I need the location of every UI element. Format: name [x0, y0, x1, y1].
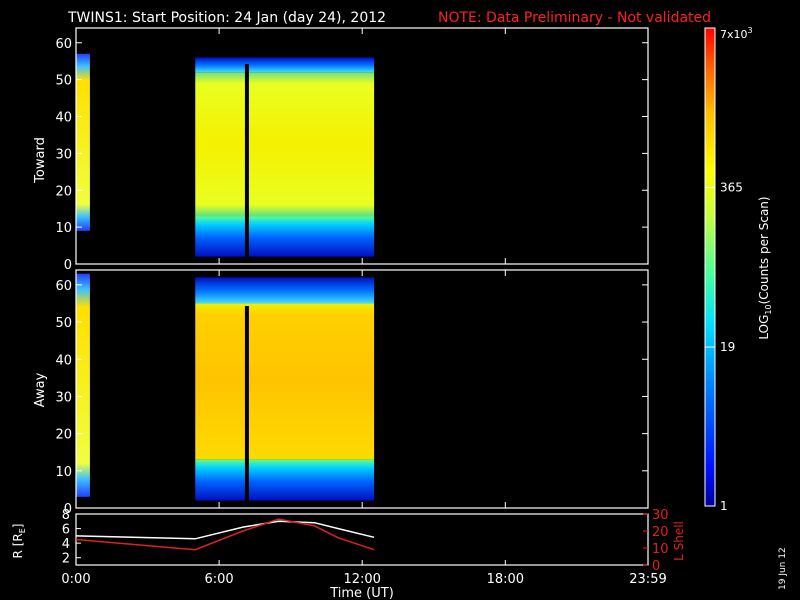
toward-ytick-label: 60: [55, 37, 72, 52]
toward-ylabel: Toward: [33, 137, 48, 184]
away-heatmap: [76, 270, 648, 508]
lshell-ytick-label: 30: [652, 508, 669, 523]
colorbar-tick-label: 19: [720, 340, 735, 354]
away-ytick-label: 50: [55, 316, 72, 331]
orbit-panel-frame: [75, 513, 649, 566]
colorbar-tick-label: 1: [720, 499, 728, 513]
toward-low-fringe: [195, 216, 375, 257]
away-ytick-label: 60: [55, 279, 72, 294]
away-early-strip: [76, 273, 90, 497]
away-ytick-label: 0: [64, 502, 72, 517]
toward-ytick-label: 40: [55, 111, 72, 126]
time-xtick-label: 18:00: [487, 572, 524, 587]
r-ytick-label: 2: [62, 552, 70, 567]
r-ytick-label: 6: [62, 523, 70, 538]
chart-title: TWINS1: Start Position: 24 Jan (day 24),…: [67, 10, 386, 26]
lshell-ytick-label: 0: [652, 559, 660, 574]
lshell-ytick-label: 20: [652, 525, 669, 540]
colorbar-ticks: 1 19 365: [705, 180, 743, 513]
r-axis-label: R [RE]: [11, 524, 27, 559]
away-ylabel: Away: [33, 372, 48, 407]
colorbar: [705, 28, 715, 506]
time-xtick-label: 23:59: [629, 572, 666, 587]
lshell-ytick-label: 10: [652, 542, 669, 557]
toward-ytick-label: 30: [55, 147, 72, 162]
away-core-block: [195, 303, 375, 460]
away-ytick-label: 40: [55, 353, 72, 368]
toward-data-gap: [244, 64, 249, 264]
toward-yaxis: 0 10 20 30 40 50 60: [55, 28, 649, 273]
time-xtick-label: 0:00: [61, 572, 90, 587]
toward-early-strip: [76, 53, 90, 231]
colorbar-max-label: 7x103: [720, 26, 753, 41]
lshell-axis-label: L Shell: [672, 521, 686, 561]
colorbar-label: LOG10(Counts per Scan): [757, 196, 773, 339]
toward-high-fringe: [195, 57, 375, 73]
toward-heatmap: [76, 28, 648, 264]
away-yaxis: 0 10 20 30 40 50 60: [55, 270, 649, 517]
away-ytick-label: 10: [55, 465, 72, 480]
time-xtick-label: 12:00: [343, 572, 380, 587]
toward-ytick-label: 0: [64, 258, 72, 273]
toward-ytick-label: 10: [55, 221, 72, 236]
away-ytick-label: 20: [55, 428, 72, 443]
colorbar-tick-label: 365: [720, 180, 743, 194]
lshell-line: [75, 518, 375, 551]
time-axis-label: Time (UT): [329, 586, 394, 600]
away-ytick-label: 30: [55, 390, 72, 405]
date-stamp: 19 Jun 12: [778, 547, 788, 590]
toward-core-block: [195, 72, 375, 217]
r-distance-line: [75, 520, 375, 540]
r-ytick-label: 4: [62, 537, 70, 552]
r-ytick-label: 8: [62, 508, 70, 523]
toward-ytick-label: 50: [55, 74, 72, 89]
preliminary-note: NOTE: Data Preliminary - Not validated: [438, 10, 711, 26]
away-data-gap: [244, 306, 249, 508]
toward-ytick-label: 20: [55, 184, 72, 199]
orbit-lines: [75, 518, 375, 551]
away-high-fringe: [195, 277, 375, 304]
time-xtick-label: 6:00: [204, 572, 233, 587]
away-low-fringe: [195, 459, 375, 501]
